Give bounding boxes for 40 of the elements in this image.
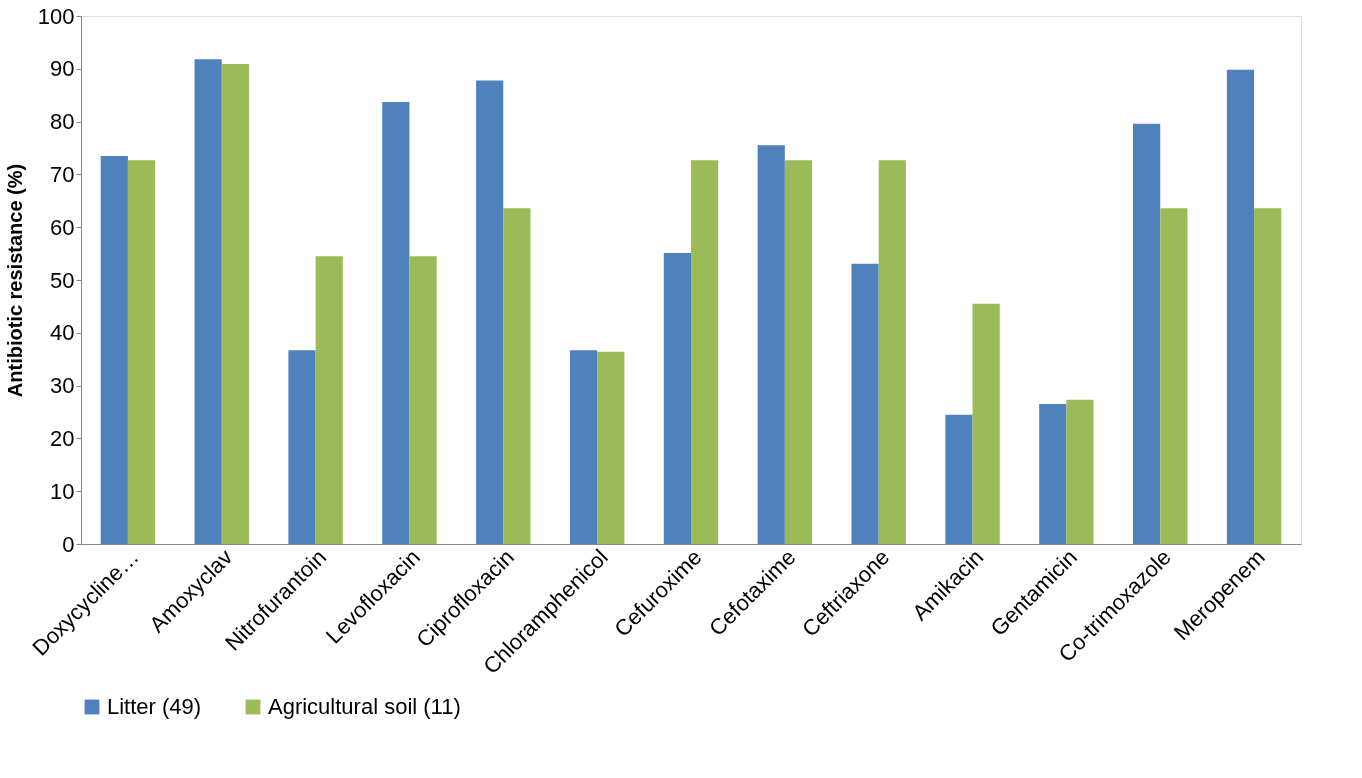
bar: [382, 102, 410, 544]
y-tick-label: 30: [50, 373, 75, 399]
bar: [878, 160, 906, 544]
bar: [784, 160, 813, 544]
bar: [315, 256, 343, 544]
y-tick-label: 90: [50, 56, 75, 82]
bar: [945, 414, 973, 544]
bar: [569, 350, 598, 544]
bar: [851, 263, 879, 544]
bar: [409, 256, 437, 544]
legend-label: Litter (49): [107, 694, 202, 719]
legend-label: Agricultural soil (11): [268, 694, 461, 719]
y-tick-label: 70: [50, 161, 75, 187]
bar: [1226, 69, 1255, 544]
y-tick-label: 0: [62, 531, 75, 557]
y-tick-label: 50: [50, 267, 75, 293]
bar: [100, 155, 128, 544]
y-tick-label: 20: [50, 425, 75, 451]
bar: [757, 145, 785, 544]
bar: [597, 351, 625, 544]
y-tick-label: 80: [50, 109, 75, 135]
bar: [1254, 208, 1282, 544]
bar: [691, 160, 719, 544]
y-tick-label: 10: [50, 478, 75, 504]
bar: [1133, 123, 1161, 544]
bar: [221, 64, 249, 544]
bar: [663, 253, 691, 544]
bar: [127, 160, 156, 544]
bar: [972, 303, 1000, 544]
bar: [503, 208, 531, 544]
bar: [288, 350, 316, 544]
y-axis-title: Antibiotic resistance (%): [3, 163, 26, 398]
bar: [194, 59, 222, 544]
y-tick-label: 40: [50, 320, 75, 346]
bar: [1039, 404, 1067, 544]
y-tick-label: 60: [50, 214, 75, 240]
bar: [1160, 208, 1188, 544]
bar: [476, 80, 504, 544]
y-tick-label: 100: [37, 3, 75, 29]
bar: [1066, 399, 1094, 544]
